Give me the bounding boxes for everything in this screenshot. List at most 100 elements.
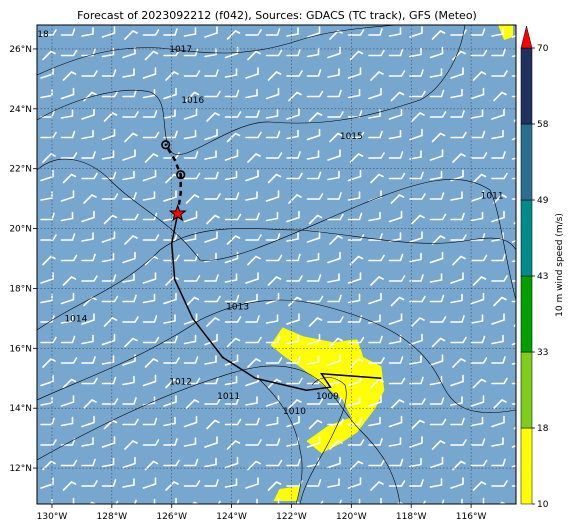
wind-barb (224, 213, 242, 221)
wind-barb (470, 190, 485, 202)
wind-barb (452, 460, 466, 471)
wind-barb (472, 173, 487, 184)
wind-barb (60, 438, 76, 446)
wind-barb (81, 275, 98, 282)
wind-barb (60, 211, 74, 222)
wind-barb (472, 481, 487, 491)
wind-barb (224, 294, 240, 303)
wind-barb (267, 276, 282, 286)
wind-barb (245, 315, 260, 323)
wind-barb (183, 70, 201, 77)
wind-barb (62, 173, 77, 184)
wind-barb (163, 335, 178, 344)
wind-barb (368, 211, 381, 222)
wind-barb (450, 315, 465, 323)
wind-speed-patch (498, 25, 513, 40)
wind-barb (101, 193, 119, 200)
tc-current-position-star (168, 204, 187, 222)
wind-barb (409, 69, 424, 77)
wind-barb (204, 376, 219, 385)
wind-barb (411, 317, 425, 327)
wind-barb (204, 90, 221, 98)
wind-barb (81, 27, 94, 37)
wind-barb (101, 252, 115, 263)
wind-barb (204, 69, 219, 77)
wind-barb (368, 254, 385, 262)
wind-barb (101, 333, 116, 346)
wind-barb (183, 151, 199, 159)
isobar-line (37, 299, 516, 413)
colorbar-tick-label: 18 (537, 424, 549, 434)
wind-barb (265, 28, 281, 36)
wind-barb (163, 49, 180, 57)
wind-barb (142, 477, 157, 489)
wind-barb (245, 191, 258, 201)
wind-barb (347, 374, 362, 387)
wind-barb (183, 275, 201, 282)
wind-barb (277, 497, 280, 504)
wind-barb (142, 212, 158, 221)
wind-barb (122, 251, 136, 264)
wind-barb (450, 191, 463, 201)
wind-barb (452, 50, 466, 61)
lon-tick-label: 116°W (456, 512, 487, 522)
wind-barb (409, 150, 422, 160)
wind-barb (204, 398, 221, 405)
wind-barb (83, 296, 97, 307)
wind-barb (306, 295, 324, 303)
wind-barb (329, 337, 343, 348)
wind-barb (42, 50, 56, 61)
wind-barb (174, 497, 177, 504)
isobars (37, 25, 516, 504)
wind-barb (81, 334, 94, 345)
wind-barb (224, 478, 238, 488)
wind-barb (388, 377, 406, 385)
wind-barb (306, 252, 320, 263)
wind-barb (470, 416, 484, 427)
wind-barb (409, 333, 423, 346)
wind-barb (142, 417, 158, 426)
wind-barb (472, 276, 487, 286)
wind-barb (247, 358, 261, 368)
wind-barb (388, 129, 402, 140)
wind-barb (122, 213, 139, 221)
wind-barb (122, 192, 137, 200)
wind-barb (163, 130, 178, 139)
colorbar-ticks: 10 18 33 43 49 58 70 (532, 44, 549, 510)
colorbar-tick-label: 10 (537, 500, 549, 510)
wind-barb (429, 213, 447, 221)
wind-barb (308, 112, 323, 122)
wind-barb (60, 254, 78, 262)
wind-barb (265, 416, 279, 427)
wind-barb (450, 293, 463, 304)
wind-barb (206, 112, 220, 122)
wind-barb (388, 458, 404, 467)
wind-barb (470, 152, 488, 159)
wind-barb (491, 415, 505, 428)
wind-barb (429, 149, 444, 161)
wind-barb (461, 498, 463, 504)
wind-barb (306, 150, 320, 160)
wind-barb (388, 334, 402, 345)
wind-barb (327, 273, 340, 283)
wind-barb (470, 130, 486, 139)
colorbar-extend-max (520, 25, 533, 49)
wind-barb (60, 152, 78, 159)
wind-barb (411, 214, 425, 225)
wind-barb (491, 437, 504, 447)
wind-barb (327, 418, 344, 426)
wind-barb (329, 30, 343, 40)
wind-barb (60, 459, 78, 467)
wind-barb (429, 397, 445, 405)
isobar-label: 1012 (169, 377, 192, 387)
wind-barb (388, 151, 404, 159)
wind-barb (286, 253, 301, 262)
wind-barb (327, 192, 342, 200)
lat-tick-label: 20°N (9, 225, 32, 235)
wind-barb (101, 398, 119, 405)
wind-barb (101, 128, 116, 141)
wind-barb (144, 460, 159, 471)
wind-barb (368, 49, 385, 57)
wind-barb (450, 169, 464, 182)
wind-barb (226, 440, 241, 450)
